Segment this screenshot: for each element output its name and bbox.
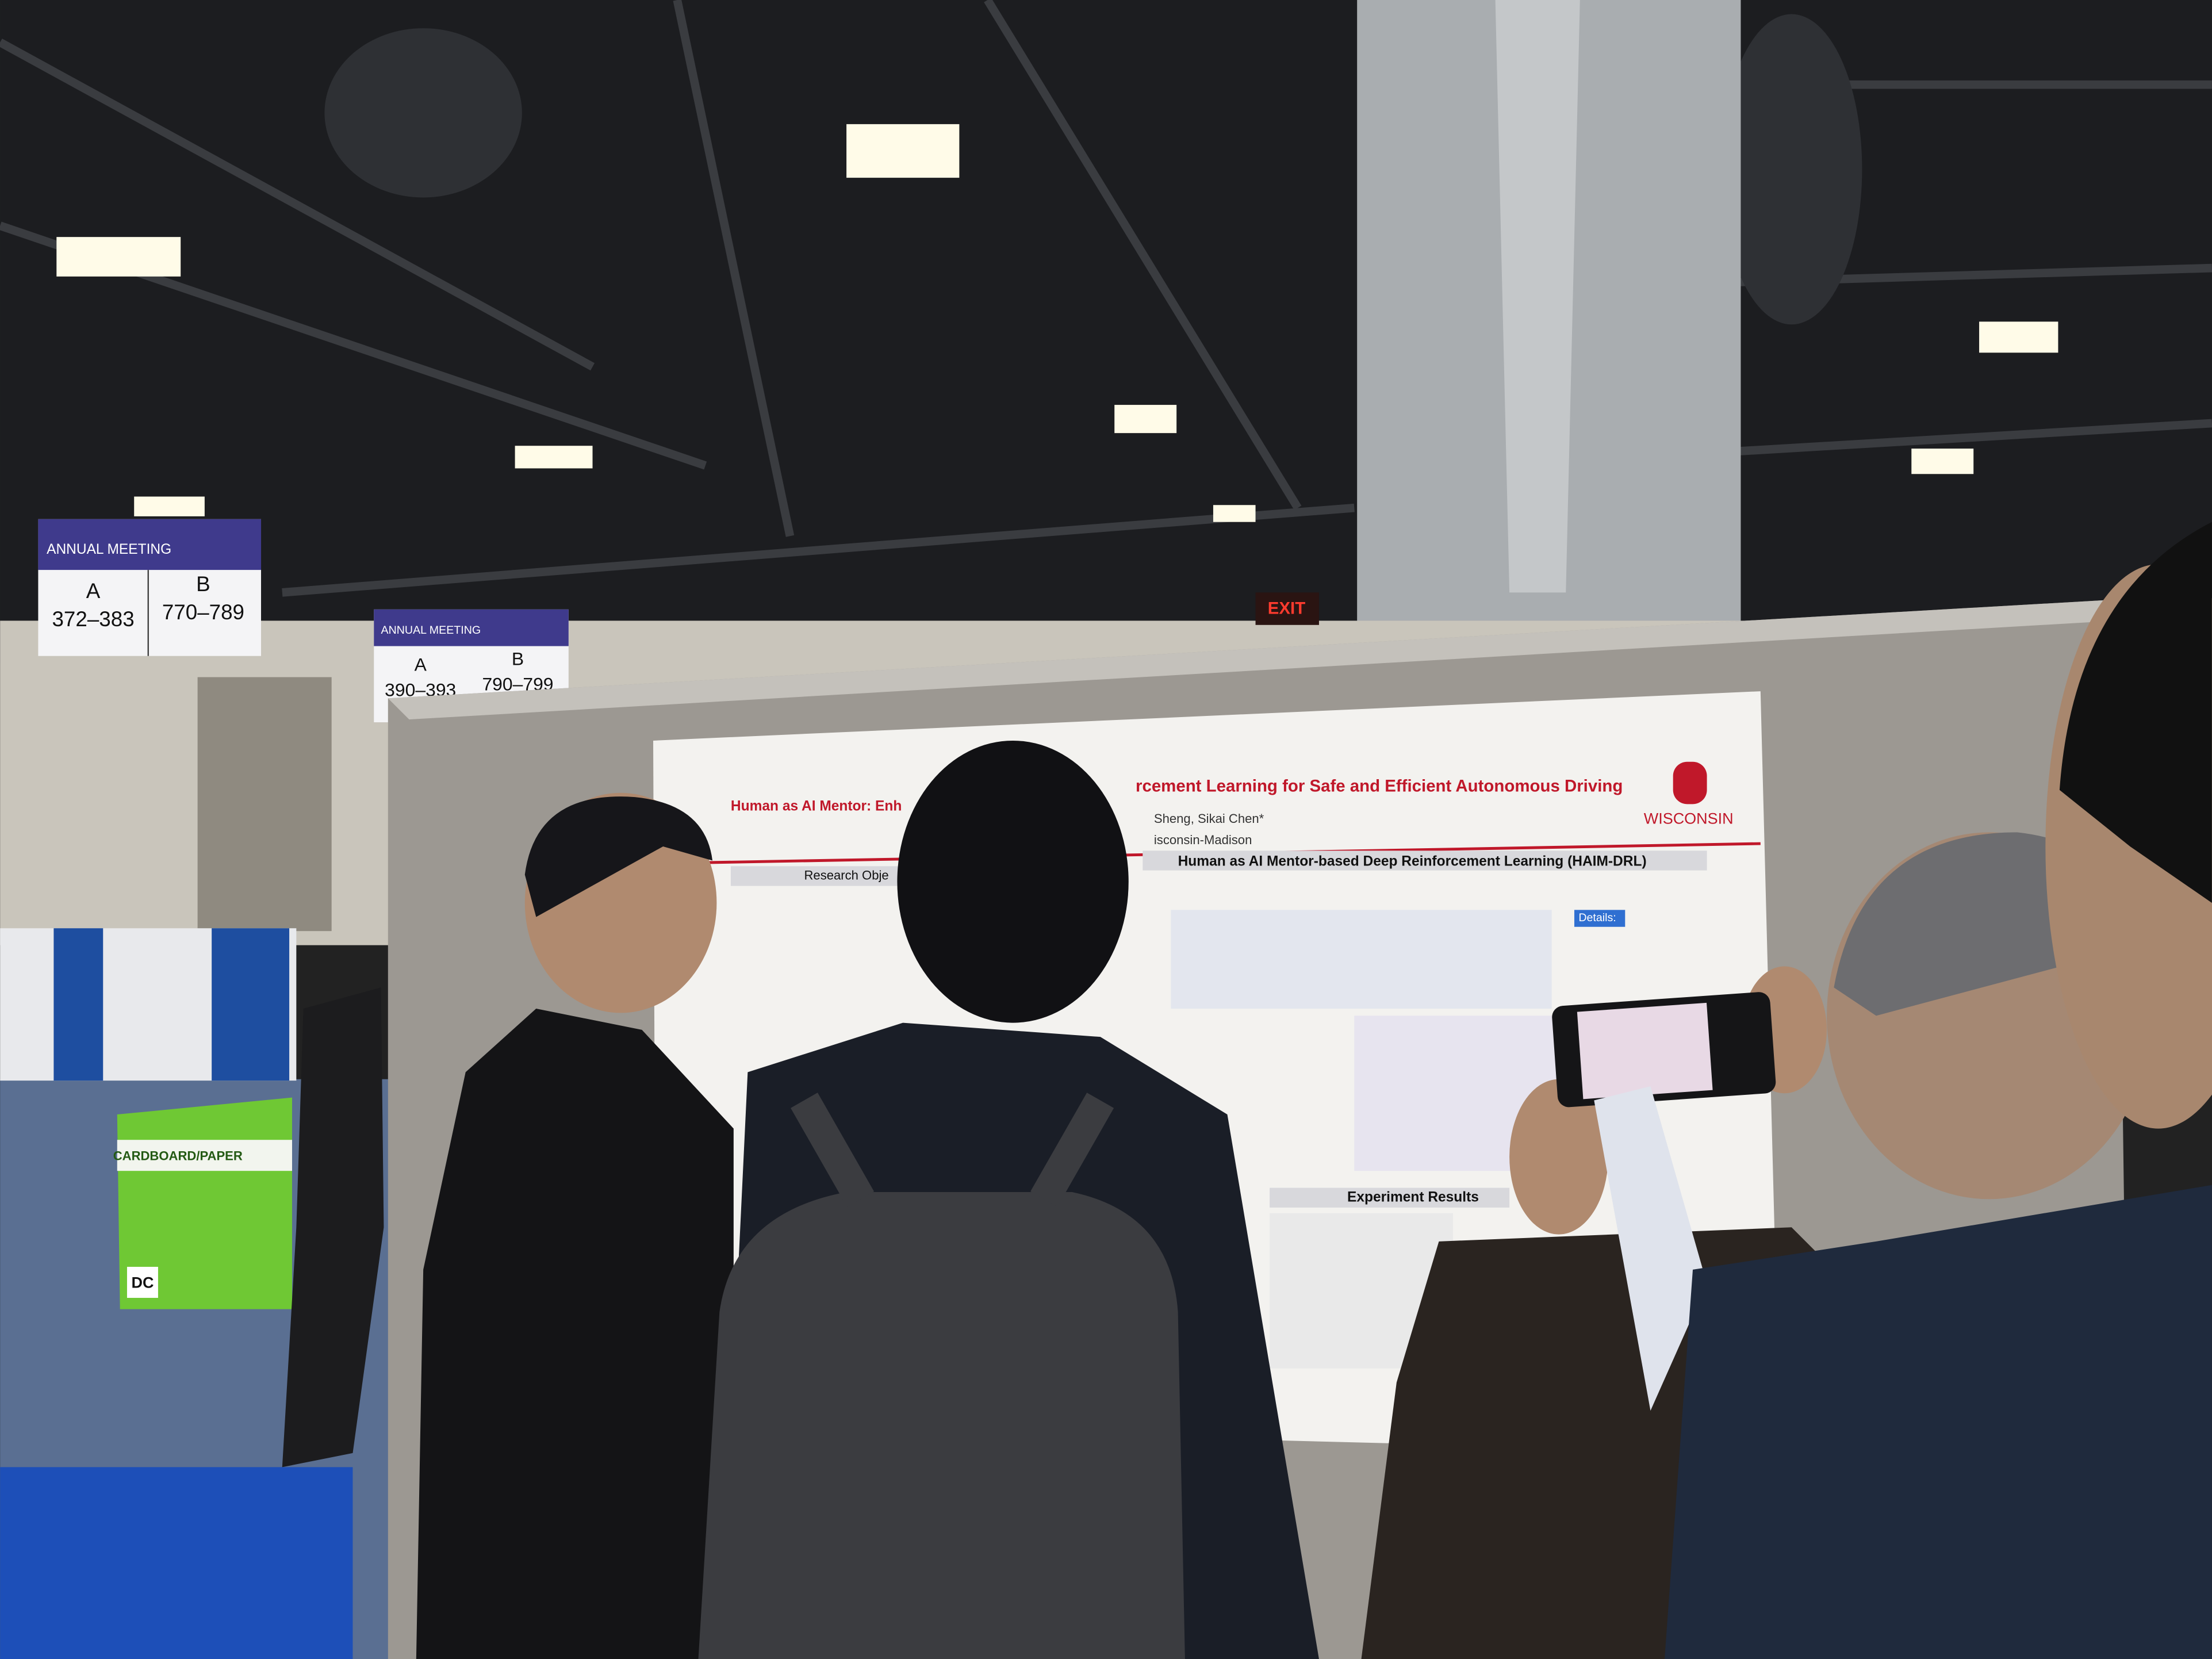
poster-authors: Sheng, Sikai Chen* bbox=[1154, 811, 1264, 826]
poster-section-bar bbox=[1270, 1187, 1510, 1208]
sign-header bbox=[38, 519, 262, 570]
sign-b-range: 770–789 bbox=[162, 600, 244, 624]
ceiling-lights bbox=[56, 124, 2058, 522]
presenter-hair bbox=[524, 796, 713, 917]
duct bbox=[1721, 14, 1862, 325]
bin-logo: DC bbox=[131, 1274, 154, 1292]
poster-section-left: Research Obje bbox=[804, 868, 889, 882]
sign-a-range: 372–383 bbox=[52, 607, 134, 631]
presenter bbox=[416, 1009, 734, 1659]
student-hair bbox=[897, 740, 1129, 1023]
duct bbox=[324, 28, 522, 198]
poster-details-tag bbox=[1574, 910, 1626, 927]
background-person bbox=[282, 987, 384, 1468]
poster-section-bar bbox=[730, 866, 907, 886]
poster-details: Details: bbox=[1578, 911, 1616, 924]
poster-title-left: Human as AI Mentor: Enh bbox=[731, 799, 902, 814]
light bbox=[1114, 405, 1177, 434]
foreground-person bbox=[1664, 1185, 2212, 1659]
sign-a-label: A bbox=[86, 579, 101, 603]
backpack bbox=[698, 1191, 1185, 1659]
booth-drape-blue bbox=[212, 928, 290, 1081]
light bbox=[846, 124, 960, 178]
poster-figure bbox=[1171, 910, 1552, 1009]
bin-band bbox=[117, 1140, 292, 1171]
light bbox=[134, 496, 205, 516]
sign-title: ANNUAL MEETING bbox=[47, 542, 171, 557]
board-frame bbox=[388, 599, 2117, 720]
sign: ANNUAL MEETING A 372–383 B 770–789 bbox=[38, 519, 262, 656]
sign-b-label: B bbox=[196, 572, 210, 596]
held-papers bbox=[1594, 1086, 1707, 1411]
backpack-straps bbox=[791, 1093, 1114, 1207]
light bbox=[1213, 505, 1256, 522]
light bbox=[515, 446, 593, 469]
poster-title-right: rcement Learning for Safe and Efficient … bbox=[1136, 777, 1623, 796]
wall-pillar bbox=[197, 677, 332, 932]
poster-section-results: Experiment Results bbox=[1347, 1189, 1479, 1205]
ceiling-beams bbox=[0, 0, 2212, 597]
poster-section-bar bbox=[1143, 850, 1707, 871]
exit-text: EXIT bbox=[1268, 599, 1305, 618]
sign-header bbox=[374, 609, 569, 646]
sign-b-label: B bbox=[512, 649, 524, 669]
booth-drape-blue bbox=[53, 928, 103, 1081]
poster-logo: WISCONSIN bbox=[1644, 810, 1734, 827]
bin-label: CARDBOARD/PAPER bbox=[113, 1148, 243, 1163]
exit-sign bbox=[1255, 592, 1319, 625]
column-face bbox=[1495, 0, 1580, 593]
foreground-hair bbox=[2059, 522, 2212, 903]
light bbox=[1979, 321, 2058, 353]
sign-a-label: A bbox=[415, 654, 427, 675]
poster-section-main: Human as AI Mentor-based Deep Reinforcem… bbox=[1178, 853, 1647, 869]
sign-title: ANNUAL MEETING bbox=[381, 624, 481, 637]
poster-crest bbox=[1673, 761, 1707, 804]
light bbox=[56, 237, 181, 277]
photographer-hand bbox=[1509, 1079, 1608, 1235]
bin-logo-box bbox=[126, 1267, 158, 1298]
phone-screen bbox=[1577, 1002, 1713, 1099]
poster-affiliation: isconsin-Madison bbox=[1154, 833, 1252, 847]
light bbox=[1911, 449, 1974, 474]
foreground-drape bbox=[0, 1467, 353, 1659]
